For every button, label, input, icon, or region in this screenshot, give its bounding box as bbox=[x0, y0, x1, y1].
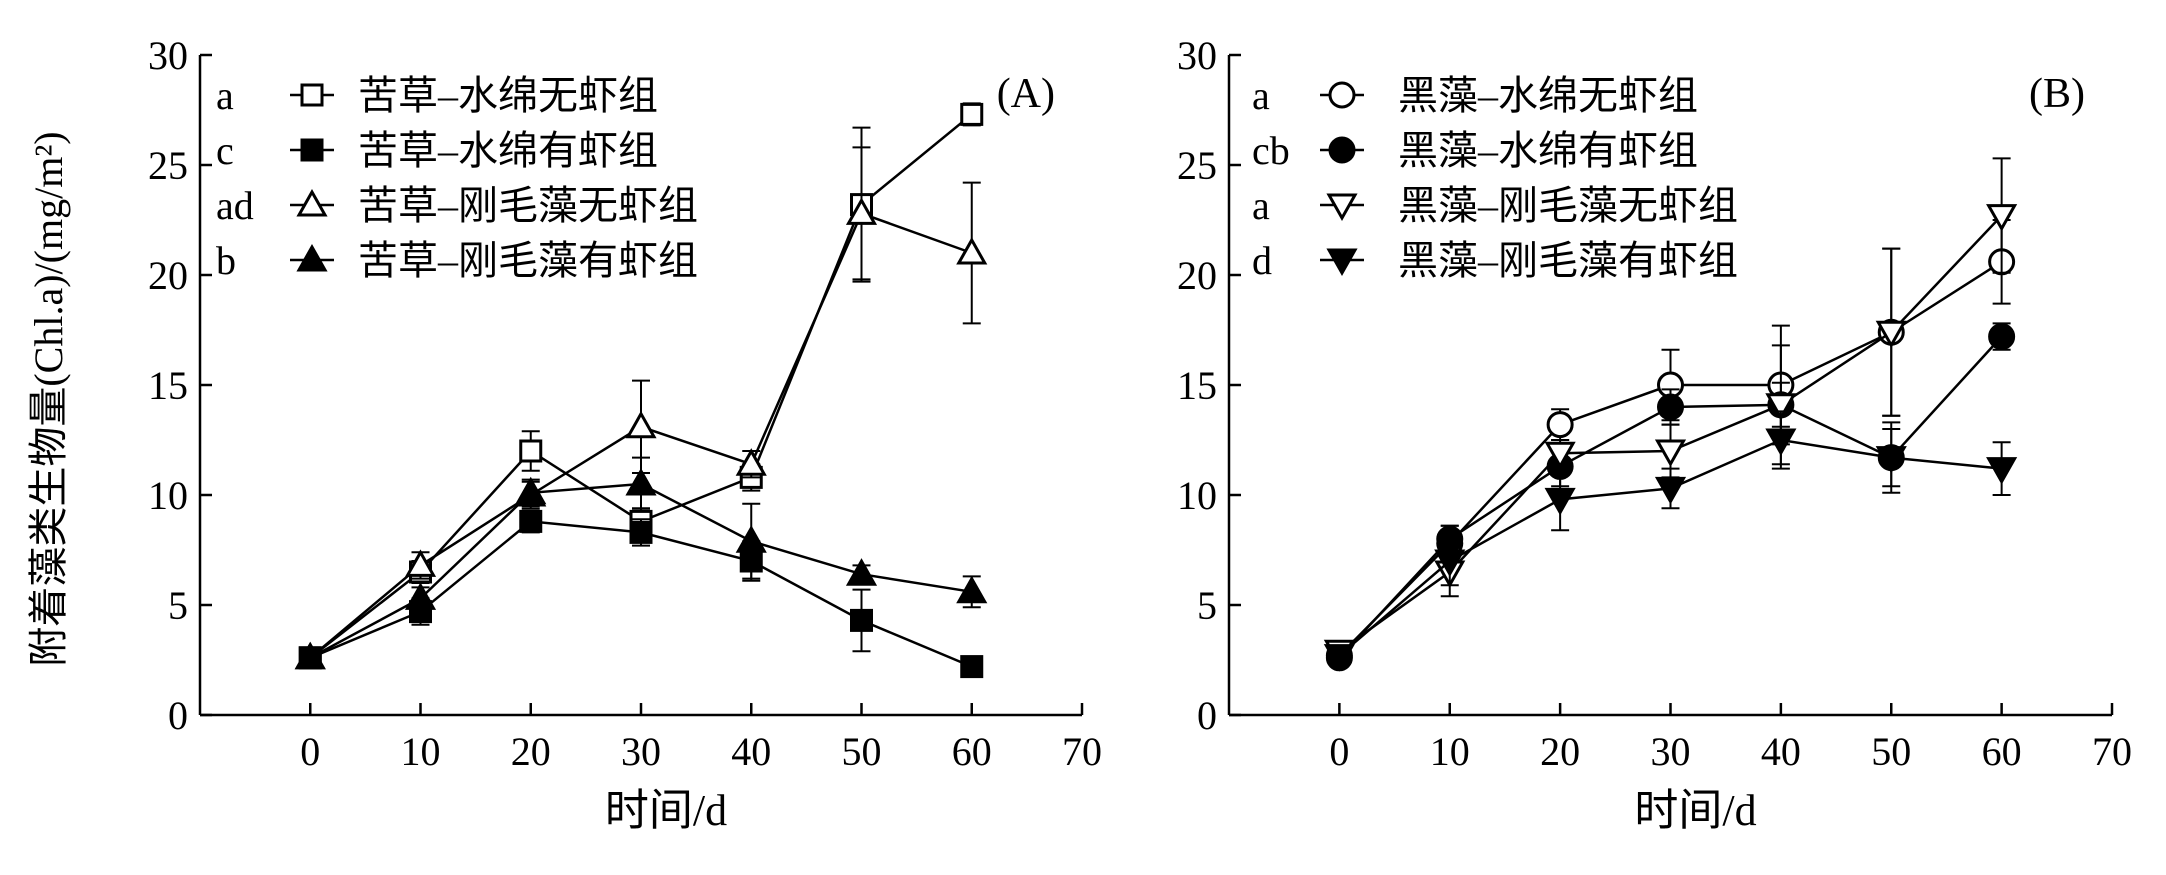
panel-b-legend: a 黑藻–水绵无虾组 cb 黑藻–水绵有虾组 a 黑藻–刚毛藻无虾组 d 黑藻–刚毛藻有虾组 bbox=[1252, 73, 1738, 283]
panel-a-legend-letter: c bbox=[216, 128, 234, 173]
panel-b-x-tick-label: 40 bbox=[1761, 729, 1801, 774]
panel-b-chart: 0 5 10 15 20 25 30 0 10 20 30 40 50 60 70 时间/d (B) a 黑藻–水绵… bbox=[1177, 33, 2132, 835]
panel-a-data-point bbox=[519, 439, 543, 463]
panel-b-y-tick-label: 15 bbox=[1177, 363, 1217, 408]
panel-b-x-tick-label: 50 bbox=[1871, 729, 1911, 774]
panel-a-x-tick-label: 60 bbox=[952, 729, 992, 774]
panel-a-legend-label: 苦草–水绵有虾组 bbox=[358, 128, 658, 173]
panel-a-y-tick-label: 30 bbox=[148, 33, 188, 78]
panel-a-y-tick-label: 25 bbox=[148, 143, 188, 188]
panel-a-data-point bbox=[519, 509, 543, 533]
panel-b-legend-label: 黑藻–刚毛藻有虾组 bbox=[1398, 238, 1738, 283]
panel-a-x-axis-title: 时间/d bbox=[605, 786, 727, 835]
panel-b-series-4 bbox=[1323, 410, 2018, 672]
panel-a-legend-marker bbox=[300, 83, 324, 107]
panel-a-legend-label: 苦草–水绵无虾组 bbox=[358, 73, 658, 118]
panel-b-x-tick-label: 70 bbox=[2092, 729, 2132, 774]
panel-a-x-tick-label: 50 bbox=[842, 729, 882, 774]
panel-b-x-tick-label: 20 bbox=[1540, 729, 1580, 774]
panel-b-data-point bbox=[1544, 441, 1576, 470]
panel-b-data-point bbox=[1986, 457, 2018, 485]
y-axis-title: 附着藻类生物量(Chl.a)/(mg/m²) bbox=[26, 131, 71, 666]
panel-a-data-point bbox=[735, 448, 767, 476]
panel-b-legend-label: 黑藻–水绵有虾组 bbox=[1398, 128, 1698, 173]
panel-a-legend-letter: b bbox=[216, 238, 236, 283]
panel-a-data-point bbox=[956, 575, 988, 604]
panel-a-data-point bbox=[845, 558, 878, 586]
panel-a-data-point bbox=[735, 525, 767, 553]
panel-b-data-point bbox=[1546, 411, 1574, 439]
panel-a-data-point bbox=[625, 467, 657, 496]
panel-b-y-tick-label: 5 bbox=[1197, 583, 1217, 628]
panel-b-x-tick-label: 30 bbox=[1651, 729, 1691, 774]
panel-a-y-tick-label: 0 bbox=[168, 693, 188, 738]
panel-b-legend-label: 黑藻–水绵无虾组 bbox=[1398, 73, 1698, 118]
panel-a-legend-letter: ad bbox=[216, 183, 254, 228]
panel-a-legend-marker bbox=[300, 138, 324, 162]
panel-a-series-4 bbox=[294, 456, 988, 670]
panel-b-panel-label: (B) bbox=[2029, 71, 2085, 117]
panel-b-data-point bbox=[1654, 476, 1687, 505]
panel-a-data-point bbox=[956, 236, 988, 265]
panel-a-panel-label: (A) bbox=[997, 71, 1055, 117]
panel-a-legend-letter: a bbox=[216, 73, 234, 118]
panel-b-legend-letter: a bbox=[1252, 73, 1270, 118]
panel-b-legend-letter: cb bbox=[1252, 128, 1290, 173]
panel-a-legend-marker bbox=[296, 188, 328, 217]
panel-b-data-point bbox=[1544, 487, 1576, 516]
panel-b-data-point bbox=[1434, 549, 1466, 578]
panel-a-y-tick-label: 10 bbox=[148, 473, 188, 518]
panel-b-legend-marker bbox=[1328, 81, 1356, 109]
panel-b-data-point bbox=[1875, 320, 1907, 349]
panel-a-data-point bbox=[404, 549, 437, 577]
panel-a-data-point bbox=[850, 608, 873, 632]
panel-b-data-point bbox=[1875, 446, 1907, 474]
panel-b-legend-label: 黑藻–刚毛藻无虾组 bbox=[1398, 183, 1738, 228]
panel-a-data-point bbox=[515, 476, 547, 505]
panel-b-legend-letter: d bbox=[1252, 238, 1272, 283]
panel-a-y-tick-label: 15 bbox=[148, 363, 188, 408]
panel-b-y-tick-label: 10 bbox=[1177, 473, 1217, 518]
panel-a-x-tick-label: 30 bbox=[621, 729, 661, 774]
panel-a-data-point bbox=[960, 655, 984, 679]
panel-b-legend-marker bbox=[1326, 193, 1358, 222]
panel-a-y-tick-label: 20 bbox=[148, 253, 188, 298]
panel-b-data-point bbox=[1986, 204, 2018, 232]
panel-a-data-point bbox=[404, 582, 437, 610]
panel-b-x-tick-label: 60 bbox=[1982, 729, 2022, 774]
panel-b-legend-marker bbox=[1326, 248, 1358, 277]
panel-b-data-point bbox=[1765, 428, 1797, 457]
panel-b-y-tick-label: 0 bbox=[1197, 693, 1217, 738]
panel-b-y-tick-label: 20 bbox=[1177, 253, 1217, 298]
panel-a-data-point bbox=[845, 197, 878, 225]
panel-b-data-point bbox=[1323, 644, 1355, 672]
panel-a-y-tick-label: 5 bbox=[168, 583, 188, 628]
panel-a-legend-marker bbox=[296, 243, 328, 272]
panel-a-x-tick-label: 70 bbox=[1062, 729, 1102, 774]
panel-b-x-tick-label: 0 bbox=[1329, 729, 1349, 774]
panel-a-x-tick-label: 0 bbox=[300, 729, 320, 774]
panel-b-data-point bbox=[1657, 393, 1684, 421]
panel-a-chart: 0 5 10 15 20 25 30 0 10 20 30 40 50 60 70 时间/d (A) a 苦草–水绵… bbox=[148, 33, 1102, 835]
panel-a-x-tick-label: 20 bbox=[511, 729, 551, 774]
panel-a-data-point bbox=[960, 102, 984, 126]
panel-a-data-point bbox=[294, 641, 326, 670]
panel-b-y-tick-label: 25 bbox=[1177, 143, 1217, 188]
panel-b-legend-marker bbox=[1328, 136, 1356, 164]
panel-b-data-point bbox=[1765, 393, 1797, 421]
panel-b-data-point bbox=[1988, 323, 2016, 351]
panel-a-legend-label: 苦草–刚毛藻无虾组 bbox=[358, 183, 698, 228]
panel-b-y-tick-label: 30 bbox=[1177, 33, 1217, 78]
panel-a-legend: a 苦草–水绵无虾组 c 苦草–水绵有虾组 ad 苦草–刚毛藻无虾组 b 苦草–刚毛藻有虾组 bbox=[216, 73, 698, 283]
panel-b-x-axis-title: 时间/d bbox=[1634, 786, 1756, 835]
panel-a-x-tick-label: 10 bbox=[401, 729, 441, 774]
panel-a-legend-label: 苦草–刚毛藻有虾组 bbox=[358, 238, 698, 283]
panel-a-data-point bbox=[629, 520, 653, 544]
panel-b-legend-letter: a bbox=[1252, 183, 1270, 228]
panel-a-x-tick-label: 40 bbox=[731, 729, 771, 774]
panel-b-data-point bbox=[1654, 439, 1687, 468]
panel-a-data-point bbox=[625, 410, 657, 439]
panel-b-x-tick-label: 10 bbox=[1430, 729, 1470, 774]
